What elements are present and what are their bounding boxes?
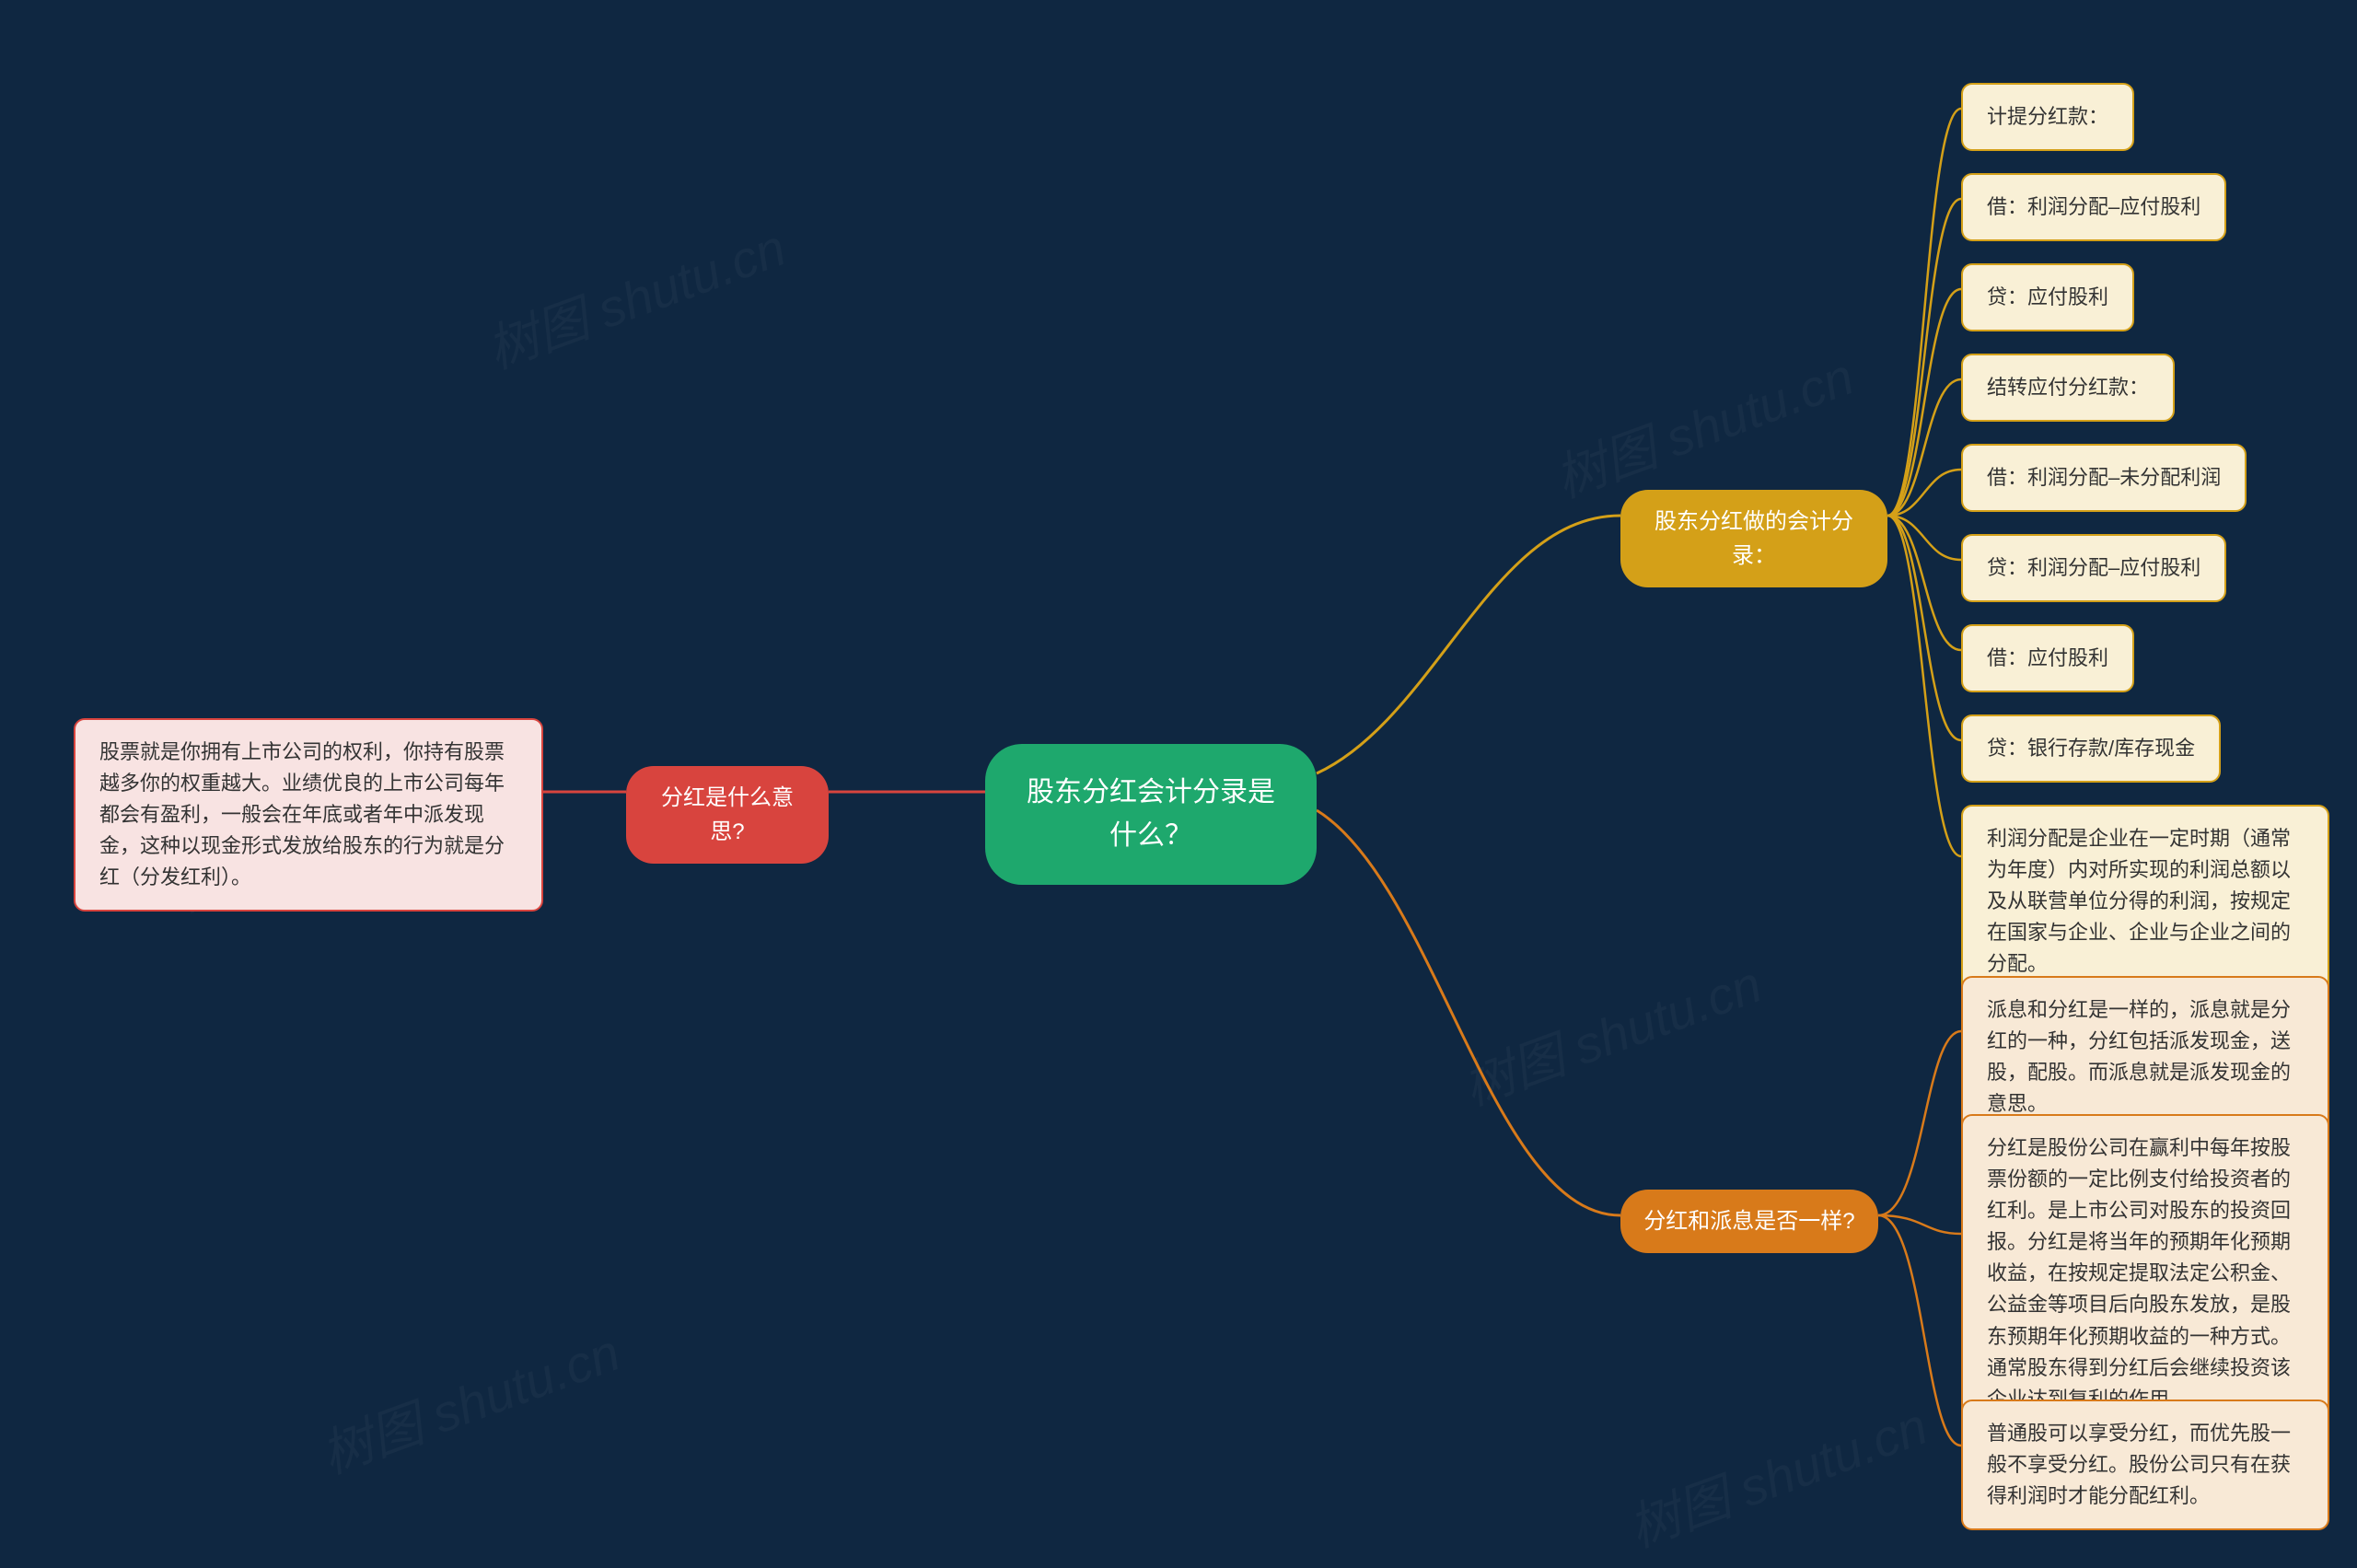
orange-leaf-3: 普通股可以享受分红，而优先股一般不享受分红。股份公司只有在获得利润时才能分配红利…: [1961, 1400, 2329, 1530]
orange-leaf-2: 分红是股份公司在赢利中每年按股票份额的一定比例支付给投资者的红利。是上市公司对股…: [1961, 1114, 2329, 1434]
watermark: 树图 shutu.cn: [475, 206, 795, 383]
left-leaf-node: 股票就是你拥有上市公司的权利，你持有股票越多你的权重越大。业绩优良的上市公司每年…: [74, 718, 543, 912]
yellow-leaf-8: 贷：银行存款/库存现金: [1961, 714, 2221, 783]
yellow-leaf-7: 借：应付股利: [1961, 624, 2134, 692]
yellow-leaf-5: 借：利润分配–未分配利润: [1961, 444, 2247, 512]
left-branch-node: 分红是什么意思?: [626, 766, 829, 864]
center-node: 股东分红会计分录是什么？: [985, 744, 1317, 885]
yellow-leaf-4: 结转应付分红款：: [1961, 354, 2175, 422]
yellow-leaf-3: 贷：应付股利: [1961, 263, 2134, 331]
yellow-leaf-1: 计提分红款：: [1961, 83, 2134, 151]
yellow-leaf-6: 贷：利润分配–应付股利: [1961, 534, 2226, 602]
watermark: 树图 shutu.cn: [309, 1311, 629, 1488]
watermark: 树图 shutu.cn: [1451, 943, 1771, 1120]
right-top-branch-node: 股东分红做的会计分录：: [1620, 490, 1887, 587]
yellow-leaf-2: 借：利润分配–应付股利: [1961, 173, 2226, 241]
yellow-leaf-9: 利润分配是企业在一定时期（通常为年度）内对所实现的利润总额以及从联营单位分得的利…: [1961, 805, 2329, 998]
watermark: 树图 shutu.cn: [1543, 335, 1863, 512]
right-bottom-branch-node: 分红和派息是否一样?: [1620, 1190, 1878, 1253]
watermark: 树图 shutu.cn: [1617, 1385, 1936, 1562]
